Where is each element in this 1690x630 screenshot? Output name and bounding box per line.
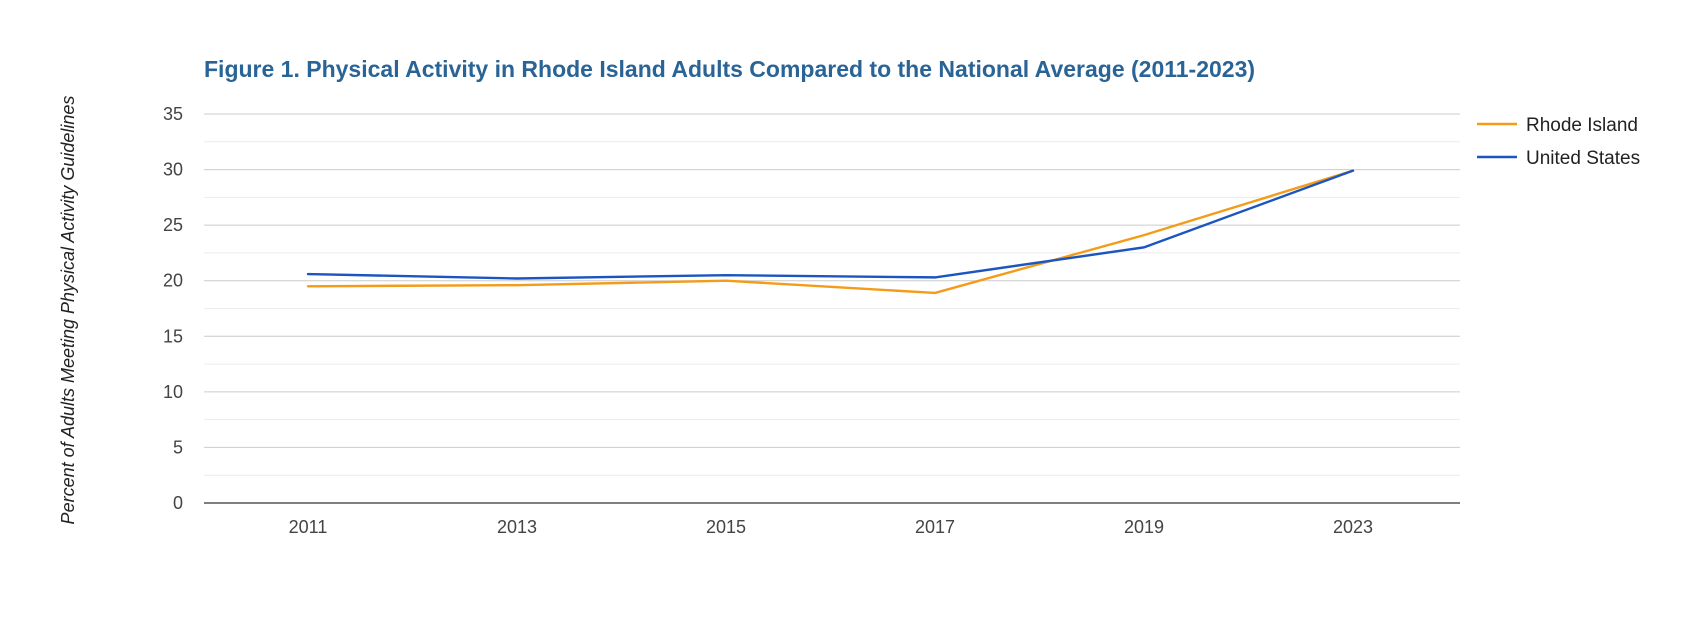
y-tick-label: 25 xyxy=(163,215,183,235)
series-united-states xyxy=(305,168,1356,281)
legend-label: United States xyxy=(1526,148,1640,169)
y-tick-label: 35 xyxy=(163,104,183,124)
data-point[interactable] xyxy=(305,283,311,289)
y-tick-label: 20 xyxy=(163,271,183,291)
y-tick-label: 30 xyxy=(163,160,183,180)
series-rhode-island xyxy=(305,169,1355,296)
data-point[interactable] xyxy=(514,282,520,288)
x-tick-label: 2017 xyxy=(915,517,955,537)
data-point[interactable] xyxy=(723,272,729,278)
gridlines xyxy=(204,113,1460,476)
x-tick-label: 2019 xyxy=(1124,517,1164,537)
data-point[interactable] xyxy=(932,274,938,280)
series-line[interactable] xyxy=(306,169,1355,280)
axes: 0 5 10 15 20 25 30 35 2011 2013 2015 2017 2019 2023 xyxy=(163,104,1460,537)
legend-item[interactable]: United States xyxy=(1477,148,1640,169)
data-point[interactable] xyxy=(305,271,311,277)
x-tick-label: 2023 xyxy=(1333,517,1373,537)
data-point[interactable] xyxy=(932,290,938,296)
x-tick-label: 2011 xyxy=(289,517,328,537)
y-tick-label: 15 xyxy=(163,326,183,346)
y-tick-label: 5 xyxy=(173,437,183,457)
chart-title: Figure 1. Physical Activity in Rhode Isl… xyxy=(204,56,1255,82)
legend-label: Rhode Island xyxy=(1526,115,1638,136)
data-point[interactable] xyxy=(1350,168,1356,174)
y-axis-title: Percent of Adults Meeting Physical Activ… xyxy=(58,96,78,525)
legend[interactable]: Rhode Island United States xyxy=(1477,115,1640,169)
data-point[interactable] xyxy=(1141,232,1147,238)
data-point[interactable] xyxy=(723,278,729,284)
data-point[interactable] xyxy=(514,275,520,281)
x-tick-label: 2015 xyxy=(706,517,746,537)
legend-item[interactable]: Rhode Island xyxy=(1477,115,1638,136)
x-tick-label: 2013 xyxy=(497,517,537,537)
y-tick-label: 0 xyxy=(173,493,183,513)
data-point[interactable] xyxy=(1141,244,1147,250)
y-tick-label: 10 xyxy=(163,382,183,402)
series-lines xyxy=(305,168,1356,296)
series-line[interactable] xyxy=(306,169,1355,295)
